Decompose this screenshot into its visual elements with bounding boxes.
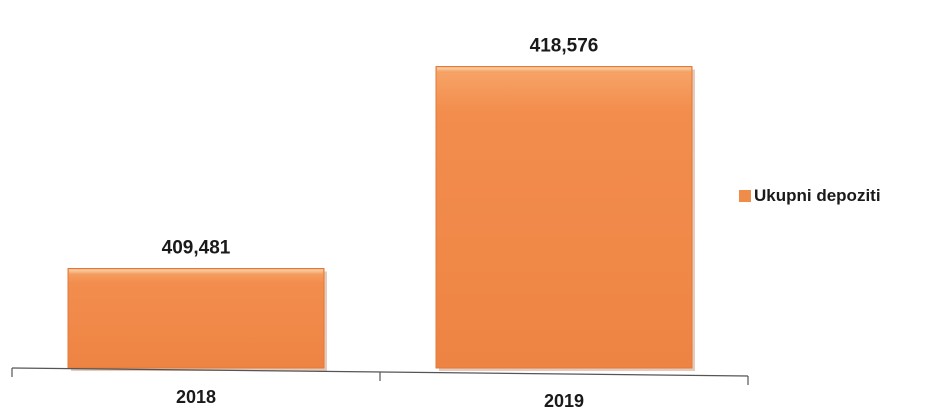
bar-2018 bbox=[67, 267, 325, 369]
x-tick-label-2018: 2018 bbox=[176, 387, 216, 407]
data-label-2019: 418,576 bbox=[530, 36, 599, 57]
bar-highlight-2019 bbox=[437, 67, 691, 73]
bar-2019 bbox=[435, 66, 693, 369]
legend-label-ukupni-depoziti: Ukupni depoziti bbox=[754, 186, 881, 205]
x-tick-label-2019: 2019 bbox=[544, 391, 584, 409]
legend-swatch-ukupni-depoziti bbox=[739, 190, 751, 202]
bars-layer bbox=[67, 66, 695, 372]
data-label-2018: 409,481 bbox=[162, 237, 231, 258]
x-axis bbox=[11, 367, 749, 385]
bar-highlight-2018 bbox=[69, 269, 323, 275]
x-tick-labels: 2018 2019 bbox=[176, 387, 584, 409]
value-labels-layer: 409,481 418,576 bbox=[162, 36, 599, 259]
legend: Ukupni depoziti bbox=[739, 186, 881, 205]
